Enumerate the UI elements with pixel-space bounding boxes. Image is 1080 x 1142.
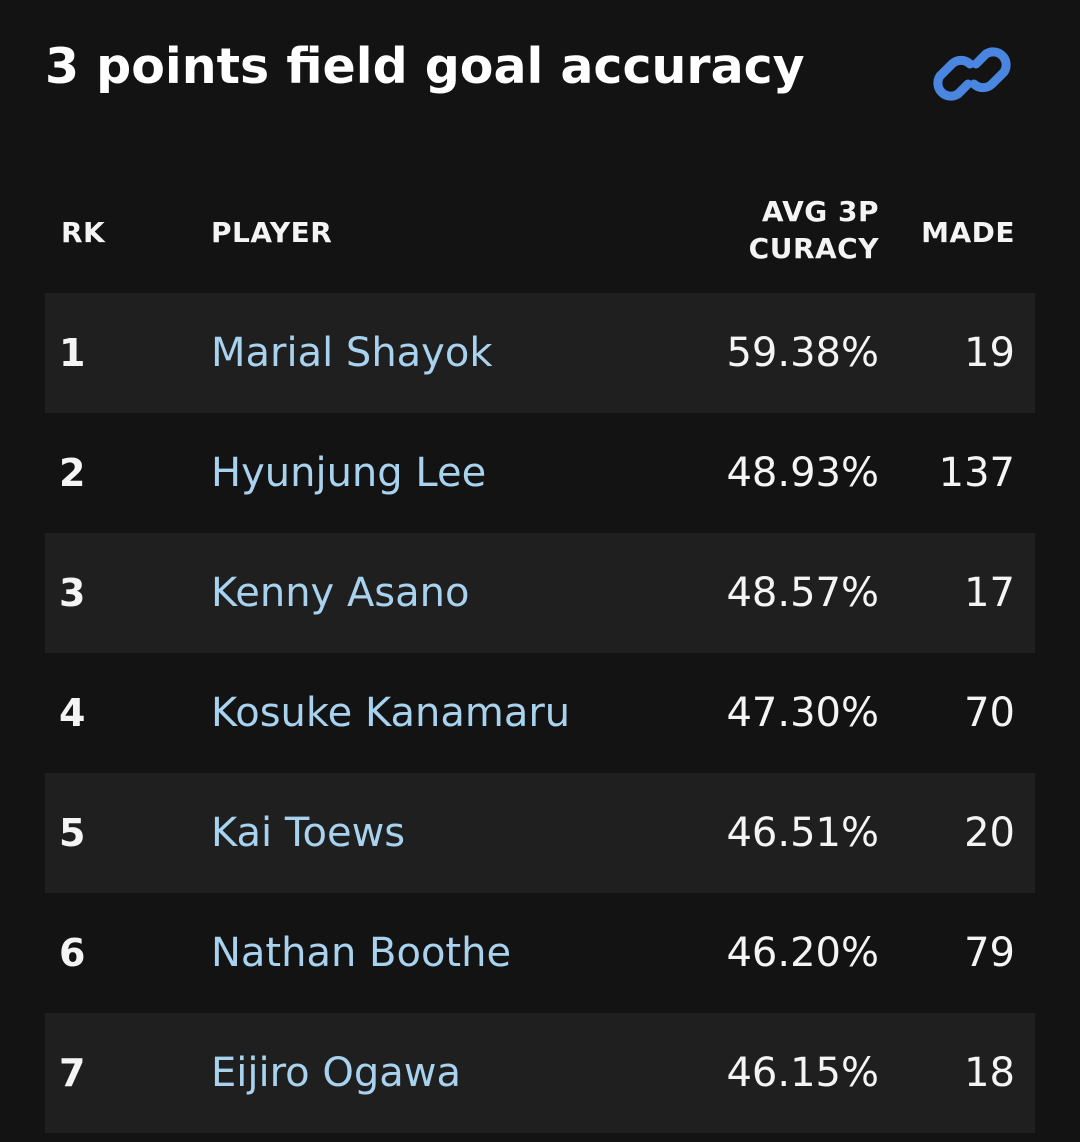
made-cell: 19 [964,330,1015,376]
header-avg-line2: CURACY [748,232,879,265]
avg-cell: 48.57% [726,570,879,616]
rank-cell: 5 [59,811,86,855]
player-link[interactable]: Kosuke Kanamaru [211,690,571,736]
made-cell: 17 [964,570,1015,616]
avg-cell: 47.30% [726,690,879,736]
table-row: 7 Eijiro Ogawa 46.15% 18 [45,1013,1035,1133]
stats-table: RK PLAYER AVG 3P CURACY MADE 1 Marial Sh… [45,190,1035,1133]
player-link[interactable]: Nathan Boothe [211,930,512,976]
made-cell: 70 [964,690,1015,736]
made-cell: 20 [964,810,1015,856]
table-row: 2 Hyunjung Lee 48.93% 137 [45,413,1035,533]
made-cell: 79 [964,930,1015,976]
rank-cell: 7 [59,1051,86,1095]
rank-cell: 2 [59,451,86,495]
table-row: 3 Kenny Asano 48.57% 17 [45,533,1035,653]
table-header: RK PLAYER AVG 3P CURACY MADE [45,190,1035,293]
made-cell: 137 [938,450,1015,496]
rank-cell: 3 [59,571,86,615]
table-row: 1 Marial Shayok 59.38% 19 [45,293,1035,413]
rank-cell: 1 [59,331,86,375]
avg-cell: 46.51% [726,810,879,856]
table-row: 4 Kosuke Kanamaru 47.30% 70 [45,653,1035,773]
header-made: MADE [921,216,1015,249]
header-player: PLAYER [211,216,333,249]
rank-cell: 4 [59,691,86,735]
player-link[interactable]: Marial Shayok [211,330,493,376]
avg-cell: 46.20% [726,930,879,976]
avg-cell: 46.15% [726,1050,879,1096]
link-icon[interactable] [928,38,1018,110]
page-title: 3 points field goal accuracy [45,38,805,95]
player-link[interactable]: Kenny Asano [211,570,470,616]
header-avg-accuracy: AVG 3P CURACY [679,193,879,267]
table-row: 6 Nathan Boothe 46.20% 79 [45,893,1035,1013]
player-link[interactable]: Hyunjung Lee [211,450,487,496]
player-link[interactable]: Kai Toews [211,810,406,856]
avg-cell: 59.38% [726,330,879,376]
header-avg-line1: AVG 3P [761,195,879,228]
made-cell: 18 [964,1050,1015,1096]
header-rank: RK [61,216,106,249]
rank-cell: 6 [59,931,86,975]
avg-cell: 48.93% [726,450,879,496]
player-link[interactable]: Eijiro Ogawa [211,1050,461,1096]
table-row: 5 Kai Toews 46.51% 20 [45,773,1035,893]
